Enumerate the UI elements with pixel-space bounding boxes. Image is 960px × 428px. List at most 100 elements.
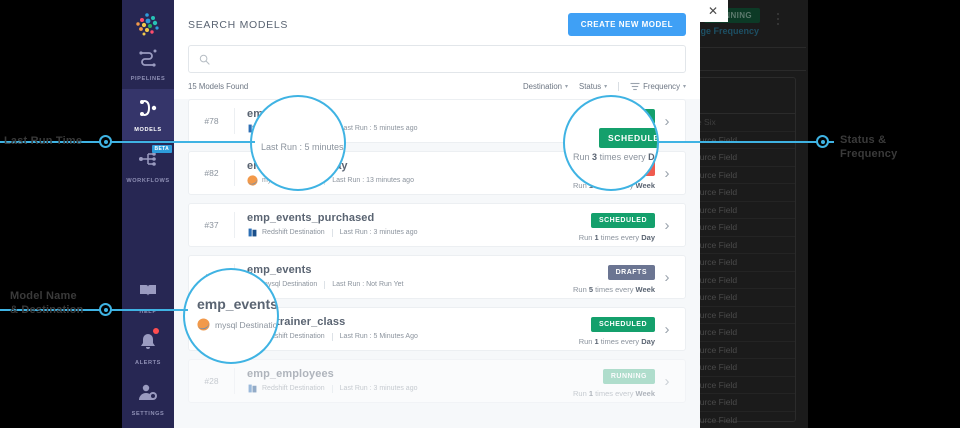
filter-destination[interactable]: Destination ▾ — [523, 82, 568, 91]
sidebar-item-models[interactable]: MODELS — [122, 89, 174, 140]
sidebar-item-workflows[interactable]: BETA WORKFLOWS — [122, 140, 174, 191]
filter-group: Destination ▾ Status ▾ Fre — [523, 82, 686, 91]
status-badge: DRAFTS — [607, 264, 655, 280]
filter-frequency[interactable]: Frequency ▾ — [630, 82, 686, 91]
chevron-right-icon[interactable]: › — [664, 268, 670, 286]
magnifier-last-run: Last Run : 5 minutes ago — [250, 95, 346, 191]
bell-icon — [141, 334, 155, 349]
magnified-destination-label: mysql Destination — [215, 319, 279, 330]
chevron-right-icon[interactable]: › — [664, 320, 670, 338]
mysql-icon — [247, 175, 258, 186]
model-info: emp_trainer_class Redshift Destination Las… — [235, 316, 579, 342]
model-id: #37 — [189, 212, 235, 238]
pipelines-icon — [139, 49, 157, 67]
filter-bar: 15 Models Found Destination ▾ Status ▾ — [174, 73, 700, 99]
callout-line-2: & Destination — [10, 304, 84, 316]
model-row[interactable]: #28 emp_employees Redshift Destination Last… — [188, 359, 686, 403]
model-meta: Redshift Destination Last Run : 5 Minutes… — [247, 331, 579, 342]
sidebar-item-alerts[interactable]: ALERTS — [122, 322, 174, 373]
search-area — [174, 36, 700, 73]
background-table-row: ource Field — [691, 307, 795, 324]
background-table-row: ource Field — [691, 272, 795, 289]
filter-status-label: Status — [579, 82, 602, 91]
sidebar-item-label: SETTINGS — [131, 411, 165, 417]
callout-line-1: Status & — [840, 134, 887, 146]
background-table-row: ource Field — [691, 324, 795, 342]
callout-status-frequency: Status & Frequency — [840, 133, 897, 161]
search-input[interactable] — [216, 54, 675, 64]
models-found-count: 15 Models Found — [188, 82, 249, 91]
search-box[interactable] — [188, 45, 686, 73]
redshift-icon — [248, 384, 257, 393]
chevron-right-icon[interactable]: › — [664, 164, 670, 182]
magnified-model-name: emp_events — [197, 296, 278, 312]
divider — [331, 332, 333, 341]
chevron-right-icon[interactable]: › — [664, 112, 670, 130]
model-id: #82 — [189, 160, 235, 186]
chevron-down-icon: ▾ — [682, 84, 686, 90]
callout-line-1: Last Run Time — [4, 135, 83, 147]
background-change-frequency-link[interactable]: ange Frequency — [690, 26, 760, 36]
sidebar-item-label: WORKFLOWS — [126, 178, 170, 184]
model-status-area: RUNNING Run 1 times every Week — [573, 365, 659, 398]
sidebar-item-label: MODELS — [134, 127, 162, 133]
callout-model-name-destination: Model Name & Destination — [10, 289, 84, 317]
sidebar-item-help[interactable]: HELP — [122, 271, 174, 322]
background-table-row: ource Field — [691, 394, 795, 412]
divider — [331, 228, 333, 237]
callout-line-1: Model Name — [10, 290, 77, 302]
model-frequency: Run 1 times every Day — [578, 336, 655, 346]
chevron-down-icon: ▾ — [565, 84, 569, 90]
divider — [331, 384, 333, 393]
sidebar-item-settings[interactable]: SETTINGS — [122, 373, 174, 424]
content-header: SEARCH MODELS CREATE NEW MODEL — [174, 0, 700, 36]
model-name: emp_events — [247, 264, 312, 276]
alert-dot-icon — [153, 328, 159, 334]
background-table-row: ource Field — [691, 412, 795, 428]
magnifier-status-frequency: SCHEDULED Run 3 times every Day — [563, 95, 659, 191]
freq-unit: Day — [648, 152, 657, 162]
model-meta: Redshift Destination Last Run : 3 minutes… — [247, 383, 573, 394]
annotation-dot-model-name — [99, 303, 112, 316]
background-app-layer: RUNNING ange Frequency le Six ource Fiel… — [690, 0, 815, 428]
model-frequency: Run 1 times every Day — [578, 232, 655, 242]
model-last-run: Last Run : 13 minutes ago — [332, 177, 414, 184]
chevron-right-icon[interactable]: › — [664, 216, 670, 234]
model-destination: Redshift Destination — [247, 383, 325, 394]
filter-status[interactable]: Status ▾ — [579, 82, 607, 91]
sidebar-bottom-group: HELP ALERTS — [122, 271, 174, 424]
app-logo[interactable] — [122, 0, 174, 38]
chevron-right-icon[interactable]: › — [664, 372, 670, 390]
kebab-menu-icon[interactable] — [777, 13, 780, 27]
model-info: emp_employees Redshift Destination Last Ru… — [235, 368, 573, 394]
annotation-line-status — [658, 141, 822, 143]
magnified-destination: mysql Destination — [197, 318, 279, 331]
background-table-row: ource Field — [691, 149, 795, 167]
model-destination: Redshift Destination — [247, 227, 325, 238]
model-destination-label: mysql Destination — [262, 281, 318, 288]
background-table-card: le Six ource Field ource Field ource Field… — [690, 77, 796, 425]
close-icon[interactable]: ✕ — [698, 0, 728, 22]
background-table-row: ource Field — [691, 342, 795, 359]
sort-icon — [630, 82, 640, 91]
model-name: emp_employees — [247, 368, 334, 380]
sidebar: PIPELINES MODELS BETA — [122, 0, 174, 428]
beta-badge: BETA — [151, 145, 172, 153]
app-window: PIPELINES MODELS BETA — [122, 0, 700, 428]
model-last-run: Last Run : 5 minutes ago — [339, 125, 418, 132]
create-new-model-button[interactable]: CREATE NEW MODEL — [567, 13, 686, 36]
freq-count: 3 — [592, 152, 598, 162]
background-table-row: ource Field — [691, 167, 795, 184]
background-table-row: ource Field — [691, 237, 795, 254]
sidebar-item-label: PIPELINES — [130, 76, 166, 82]
model-name: emp_trainer_class — [247, 316, 346, 328]
background-divider — [690, 70, 806, 71]
magnifier-model-name: emp_events mysql Destination — [183, 268, 279, 364]
freq-prefix: Run — [573, 152, 590, 162]
model-row[interactable]: #37 emp_events_purchased Redshift Destinat… — [188, 203, 686, 247]
freq-mid: times every — [599, 152, 646, 162]
annotation-dot-last-run — [99, 135, 112, 148]
model-frequency: Run 1 times every Week — [573, 388, 655, 398]
sidebar-item-pipelines[interactable]: PIPELINES — [122, 38, 174, 89]
